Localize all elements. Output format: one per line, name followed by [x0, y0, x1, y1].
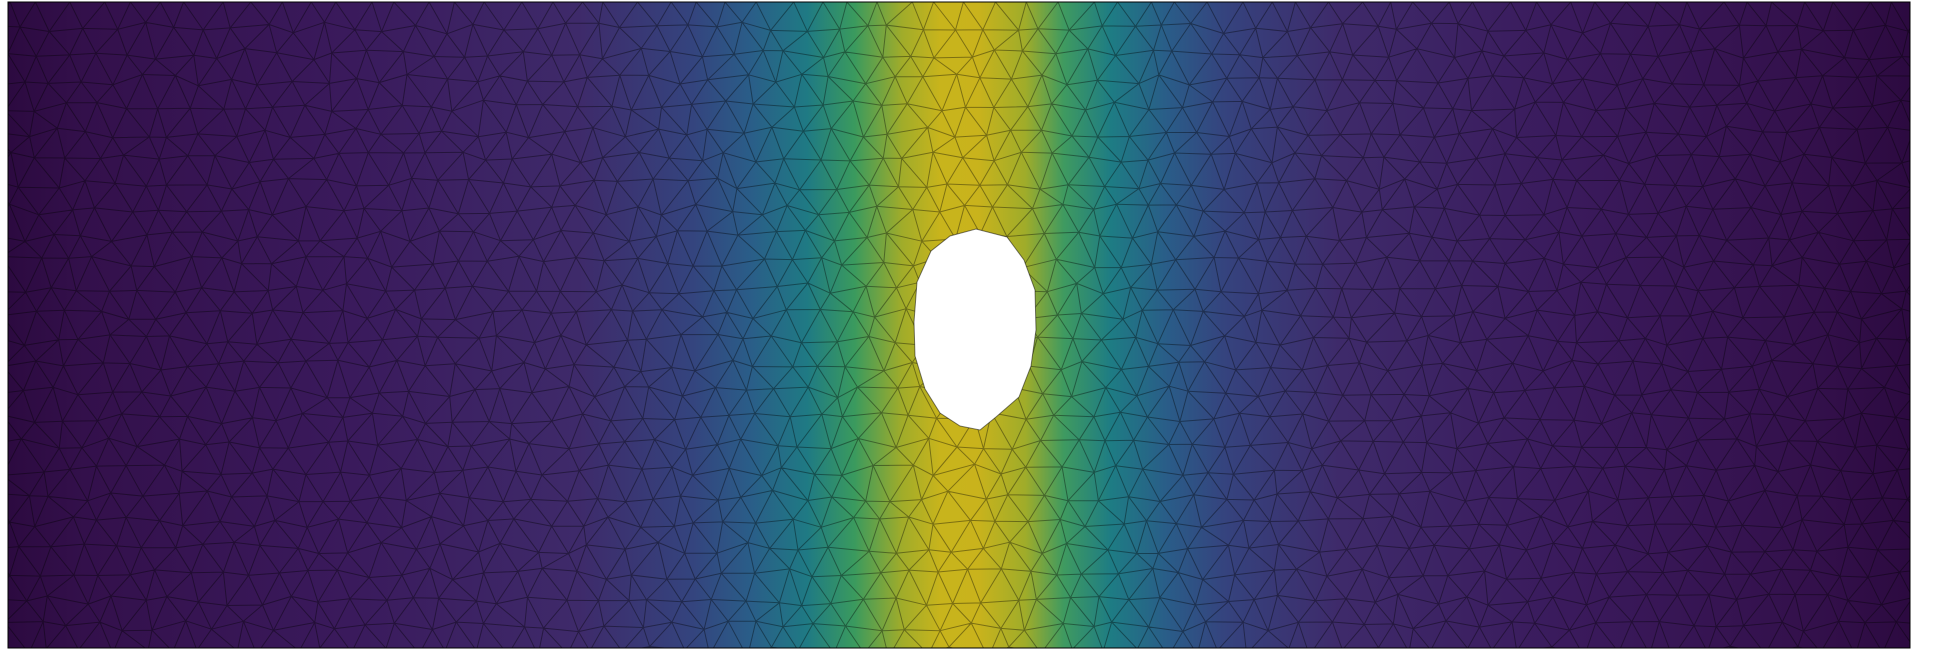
ellipse-hole [913, 228, 1037, 431]
domain-outline [7, 1, 1911, 649]
